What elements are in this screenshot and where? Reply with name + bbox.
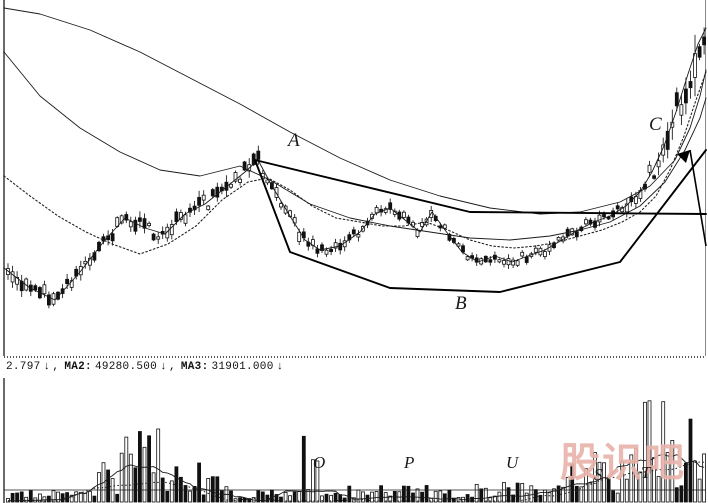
ma3-readout[interactable]: MA3: 31901.000 ↓ xyxy=(181,361,286,373)
price-value: 2.797 xyxy=(6,361,41,373)
price-down-arrow: ↓ xyxy=(43,360,51,373)
ma3-value: 31901.000 xyxy=(211,361,274,373)
info-separator-1: , xyxy=(52,361,60,373)
ma2-label: MA2: xyxy=(64,361,92,373)
annotation-u: U xyxy=(506,453,519,472)
ma3-label: MA3: xyxy=(180,361,209,373)
ma2-readout[interactable]: MA2: 49280.500 ↓ , xyxy=(64,361,181,373)
moving-average-group xyxy=(3,7,707,301)
ma2-down-arrow: ↓ xyxy=(160,360,167,373)
annotation-o: O xyxy=(313,453,326,472)
annotation-a: A xyxy=(288,130,300,151)
site-watermark: 股识吧 xyxy=(560,440,686,486)
price-readout[interactable]: 2.797 ↓ , xyxy=(6,361,64,373)
info-separator-2: , xyxy=(168,361,176,373)
info-bar-top-rule xyxy=(4,356,706,358)
volume-chart-canvas[interactable] xyxy=(0,378,708,503)
ma-info-bar[interactable]: 2.797 ↓ , MA2: 49280.500 ↓ , MA3: 31901.… xyxy=(0,356,708,378)
price-chart-canvas[interactable] xyxy=(0,0,708,356)
volume-ma-group xyxy=(4,453,706,502)
volume-panel[interactable] xyxy=(0,378,708,503)
ma2-value: 49280.500 xyxy=(94,361,158,373)
volume-panel-left-axis xyxy=(3,378,5,503)
price-panel-left-axis xyxy=(3,0,5,356)
ma3-down-arrow: ↓ xyxy=(276,360,284,373)
annotation-c: C xyxy=(649,114,662,135)
trendline-group xyxy=(254,149,707,293)
annotation-t: T xyxy=(641,463,651,482)
annotation-s: S xyxy=(594,465,603,484)
annotation-b: B xyxy=(455,293,467,314)
annotation-p: P xyxy=(404,453,415,472)
price-panel[interactable]: A B C xyxy=(0,0,708,356)
price-panel-right-axis xyxy=(705,0,706,356)
